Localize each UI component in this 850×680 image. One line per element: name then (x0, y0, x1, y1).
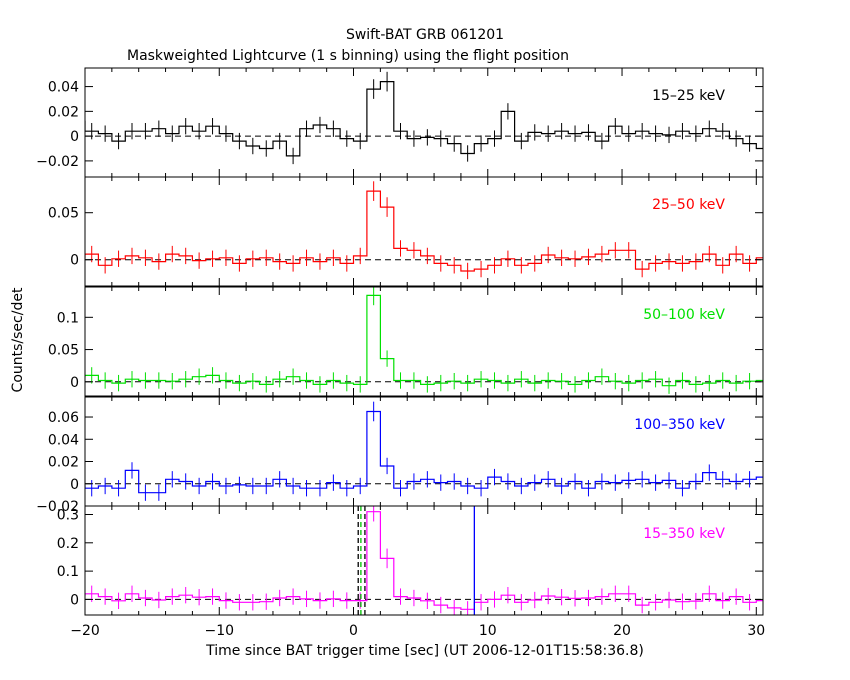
band-label-3: 50–100 keV (643, 307, 725, 323)
panel-frame-3 (84, 286, 764, 397)
y-tick-label: 0 (70, 253, 79, 269)
y-tick-label: 0.2 (57, 536, 79, 552)
y-tick-label: 0 (70, 129, 79, 145)
y-axis-label: Counts/sec/det (10, 287, 26, 392)
chart-subtitle: Maskweighted Lightcurve (1 s binning) us… (127, 48, 569, 64)
step-line-3 (85, 294, 763, 387)
y-tick-label: 0.05 (48, 343, 79, 359)
panel-2: 0 0.05 25–50 keV (48, 176, 764, 287)
panel-frame-2 (84, 176, 764, 287)
series-4 (85, 401, 763, 501)
y-tick-label: 0.04 (48, 432, 79, 448)
step-line-2 (85, 190, 763, 272)
y-tick-label: 0.02 (48, 104, 79, 120)
y-tick-label: 0.1 (57, 310, 79, 326)
panel-3: 0 0.05 0.1 50–100 keV (48, 286, 764, 397)
series-3 (85, 287, 763, 394)
panel-frame-4 (84, 396, 764, 507)
band-label-4: 100–350 keV (634, 417, 725, 433)
panels-group: −0.02 0 0.02 0.04 15–25 keV 0 0.05 25–50 keV 0 0.… (36, 67, 765, 639)
x-tick-label: −10 (204, 623, 234, 639)
step-line-5 (85, 511, 763, 610)
x-tick-label: 0 (349, 623, 358, 639)
panel-4: −0.02 0 0.02 0.04 0.06 100–350 keV (36, 396, 764, 515)
panel-5: 0 0.1 0.2 0.3 15–350 keV (57, 505, 764, 616)
step-line-4 (85, 410, 763, 494)
x-axis-label: Time since BAT trigger time [sec] (UT 20… (205, 643, 644, 659)
x-tick-label: 30 (747, 623, 765, 639)
y-tick-label: 0.05 (48, 206, 79, 222)
panel-1: −0.02 0 0.02 0.04 15–25 keV (36, 67, 764, 178)
y-tick-label: 0 (70, 375, 79, 391)
band-label-2: 25–50 keV (652, 197, 725, 213)
band-label-1: 15–25 keV (652, 88, 725, 104)
y-tick-label: 0.02 (48, 455, 79, 471)
y-tick-label: −0.02 (36, 154, 79, 170)
series-2 (85, 181, 763, 280)
x-tick-label: −20 (70, 623, 100, 639)
panel-frame-1 (84, 67, 764, 178)
x-tick-label: 10 (479, 623, 497, 639)
chart-title: Swift-BAT GRB 061201 (346, 27, 504, 43)
panel-frame-5 (84, 505, 764, 616)
y-tick-label: 0.3 (57, 507, 79, 523)
x-tick-label: 20 (613, 623, 631, 639)
step-line-1 (85, 81, 763, 157)
series-1 (85, 71, 763, 165)
series-5 (85, 506, 763, 615)
y-tick-label: 0.06 (48, 410, 79, 426)
y-tick-label: −0.02 (36, 499, 79, 515)
y-tick-label: 0.04 (48, 80, 79, 96)
y-tick-label: 0 (70, 477, 79, 493)
y-tick-label: 0 (70, 592, 79, 608)
y-tick-label: 0.1 (57, 564, 79, 580)
band-label-5: 15–350 keV (643, 526, 725, 542)
